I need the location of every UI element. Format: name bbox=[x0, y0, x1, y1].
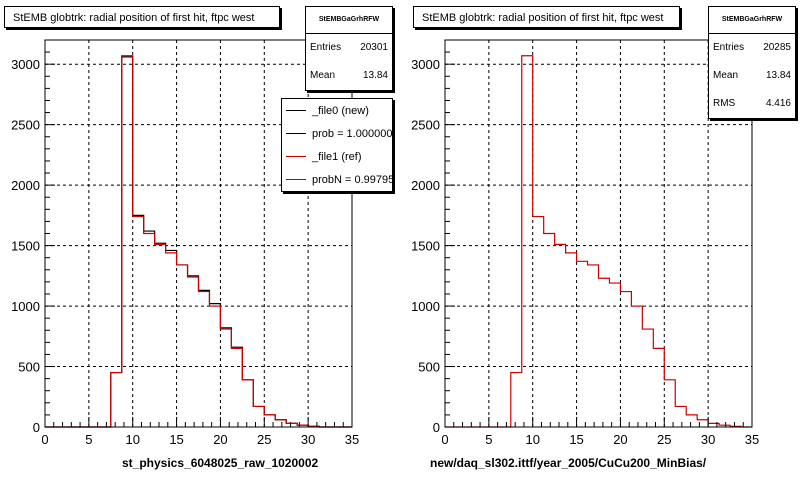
x-axis-label-right: new/daq_sl302.ittf/year_2005/CuCu200_Min… bbox=[430, 456, 707, 470]
x-tick-label: 10 bbox=[525, 432, 539, 447]
plot-frame bbox=[444, 39, 753, 428]
stats-row-mean-right: Mean 13.84 bbox=[709, 62, 795, 90]
x-tick-label: 15 bbox=[569, 432, 583, 447]
x-tick-label: 0 bbox=[41, 432, 48, 447]
x-tick-label: 25 bbox=[257, 432, 271, 447]
x-tick-label: 5 bbox=[85, 432, 92, 447]
chart-title-right: StEMB globtrk: radial position of first … bbox=[413, 6, 680, 28]
y-tick-label: 2500 bbox=[411, 118, 440, 133]
stats-row-rms-right: RMS 4.416 bbox=[709, 90, 795, 118]
y-tick-label: 2500 bbox=[11, 118, 40, 133]
histogram-plot-left: 0 5 10 15 20 25 30 35 0 500 1000 1500 2000 2500 3000 bbox=[11, 39, 359, 447]
stats-box-right: StEMBGaGrhRFW Entries 20285 Mean 13.84 R… bbox=[708, 6, 796, 119]
y-tick-label: 2000 bbox=[411, 178, 440, 193]
chart-title-left: StEMB globtrk: radial position of first … bbox=[4, 6, 280, 28]
stats-row-entries-right: Entries 20285 bbox=[709, 34, 795, 62]
x-tick-label: 15 bbox=[169, 432, 183, 447]
x-tick-label: 10 bbox=[125, 432, 139, 447]
stats-label: Mean bbox=[310, 70, 336, 81]
stats-row-entries-left: Entries 20301 bbox=[306, 34, 392, 62]
x-tick-label: 25 bbox=[657, 432, 671, 447]
legend-label: _file1 (ref) bbox=[312, 150, 362, 163]
legend-entry-new: _file0 (new) bbox=[282, 99, 392, 122]
stats-value: 20301 bbox=[360, 42, 388, 53]
x-axis-label-left: st_physics_6048025_raw_1020002 bbox=[122, 456, 319, 470]
stats-value: 20285 bbox=[763, 42, 791, 53]
x-tick-label: 35 bbox=[345, 432, 359, 447]
legend-entry-prob: prob = 1.000000 bbox=[282, 122, 392, 145]
y-tick-label: 1000 bbox=[11, 299, 40, 314]
y-tick-label: 2000 bbox=[11, 178, 40, 193]
legend-swatch bbox=[286, 110, 306, 111]
histogram-panel-left: 0 5 10 15 20 25 30 35 0 500 1000 1500 2000 2500 3000 S… bbox=[4, 6, 393, 470]
legend-box: _file0 (new) prob = 1.000000 _file1 (ref… bbox=[281, 98, 393, 192]
y-tick-label: 1500 bbox=[11, 239, 40, 254]
y-tick-label: 500 bbox=[18, 360, 40, 375]
y-tick-label: 0 bbox=[433, 420, 440, 435]
legend-swatch bbox=[286, 179, 306, 180]
stats-label: Mean bbox=[713, 70, 739, 81]
legend-swatch bbox=[286, 133, 306, 134]
histogram-plot-right: 0 5 10 15 20 25 30 35 0 500 1000 1500 2000 2500 3000 bbox=[411, 39, 759, 447]
histogram-series-0 bbox=[445, 55, 752, 428]
stats-label: RMS bbox=[713, 98, 736, 109]
y-tick-label: 3000 bbox=[11, 57, 40, 72]
legend-swatch bbox=[286, 156, 306, 157]
y-tick-label: 0 bbox=[33, 420, 40, 435]
histogram-panel-right: 0 5 10 15 20 25 30 35 0 500 1000 1500 2000 2500 3000 S… bbox=[400, 0, 800, 480]
x-tick-label: 20 bbox=[213, 432, 227, 447]
stats-value: 4.416 bbox=[765, 98, 791, 109]
x-tick-label: 30 bbox=[301, 432, 315, 447]
y-tick-label: 1000 bbox=[411, 299, 440, 314]
legend-label: _file0 (new) bbox=[312, 104, 369, 117]
stats-header-right: StEMBGaGrhRFW bbox=[709, 7, 795, 34]
x-tick-label: 30 bbox=[701, 432, 715, 447]
legend-label: prob = 1.000000 bbox=[312, 127, 393, 140]
x-tick-label: 20 bbox=[613, 432, 627, 447]
y-tick-label: 1500 bbox=[411, 239, 440, 254]
stats-row-mean-left: Mean 13.84 bbox=[306, 62, 392, 90]
histogram-series-1 bbox=[45, 55, 352, 428]
x-tick-label: 35 bbox=[745, 432, 759, 447]
stats-label: Entries bbox=[310, 42, 342, 53]
stats-label: Entries bbox=[713, 42, 745, 53]
stats-value: 13.84 bbox=[362, 70, 388, 81]
x-tick-label: 0 bbox=[441, 432, 448, 447]
y-tick-label: 3000 bbox=[411, 57, 440, 72]
stats-box-left: StEMBGaGrhRFW Entries 20301 Mean 13.84 bbox=[305, 6, 393, 91]
legend-entry-ref: _file1 (ref) bbox=[282, 145, 392, 168]
x-tick-label: 5 bbox=[485, 432, 492, 447]
legend-entry-probn: probN = 0.997950 bbox=[282, 168, 392, 191]
y-tick-label: 500 bbox=[418, 360, 440, 375]
legend-label: probN = 0.997950 bbox=[312, 173, 393, 186]
stats-header-left: StEMBGaGrhRFW bbox=[306, 7, 392, 34]
stats-value: 13.84 bbox=[765, 70, 791, 81]
